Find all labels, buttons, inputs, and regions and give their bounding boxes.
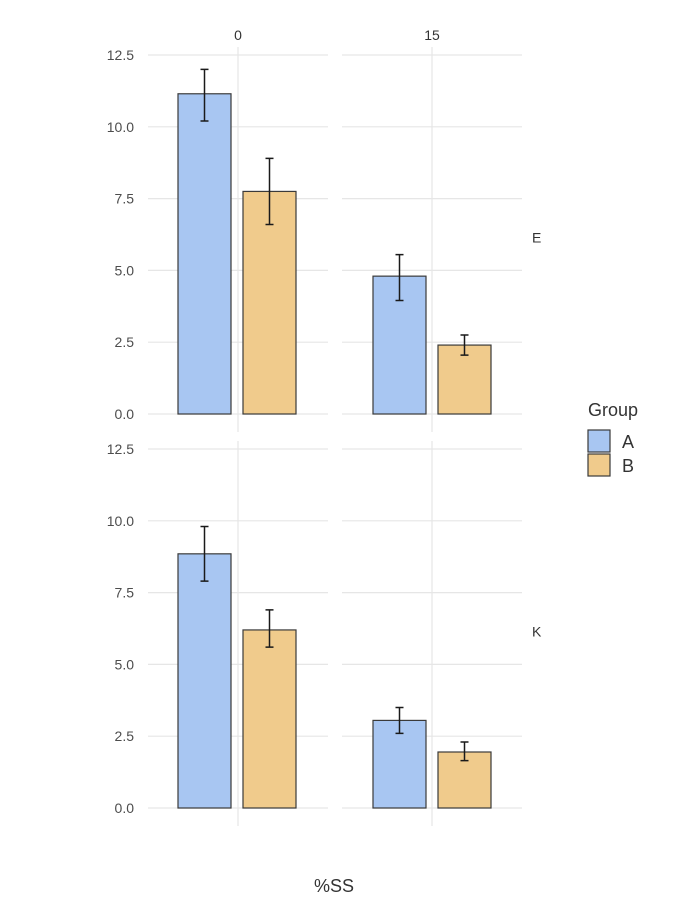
error-bar xyxy=(200,68,209,122)
legend-label: A xyxy=(622,432,634,452)
legend-key xyxy=(587,453,611,477)
bar xyxy=(242,629,297,809)
legend-key xyxy=(587,429,611,453)
y-tick-label: 0.0 xyxy=(115,406,135,422)
error-bar xyxy=(395,253,404,302)
bars-layer xyxy=(177,68,492,809)
legend-title: Group xyxy=(588,400,638,420)
error-bar xyxy=(460,334,469,356)
x-axis-title: %SS xyxy=(314,876,354,896)
row-facet-label: E xyxy=(532,230,541,246)
bar xyxy=(177,553,232,809)
error-bar xyxy=(460,741,469,762)
error-bar xyxy=(200,525,209,582)
legend-label: B xyxy=(622,456,634,476)
bar xyxy=(242,190,297,415)
y-tick-label: 5.0 xyxy=(115,262,135,278)
y-tick-label: 12.5 xyxy=(107,441,134,457)
y-tick-label: 0.0 xyxy=(115,800,135,816)
y-tick-label: 10.0 xyxy=(107,119,134,135)
error-bar xyxy=(395,706,404,735)
y-tick-label: 7.5 xyxy=(115,585,135,601)
y-tick-label: 2.5 xyxy=(115,728,135,744)
column-facet-label: 15 xyxy=(424,27,440,43)
bar xyxy=(177,93,232,415)
y-tick-label: 12.5 xyxy=(107,47,134,63)
y-tick-label: 10.0 xyxy=(107,513,134,529)
column-facet-label: 0 xyxy=(234,27,242,43)
legend: Group AB xyxy=(587,400,638,477)
grid-layer xyxy=(148,47,522,826)
row-facet-label: K xyxy=(532,624,542,640)
bar xyxy=(372,719,427,809)
error-bar xyxy=(265,609,274,648)
y-tick-label: 7.5 xyxy=(115,191,135,207)
labels-layer: 0.0 2.5 5.0 7.5 10.0 12.5 0.0 2.5 5.0 7.5 10.0 12.5… xyxy=(107,27,542,816)
y-tick-label: 2.5 xyxy=(115,334,135,350)
error-bar xyxy=(265,157,274,226)
y-tick-label: 5.0 xyxy=(115,656,135,672)
